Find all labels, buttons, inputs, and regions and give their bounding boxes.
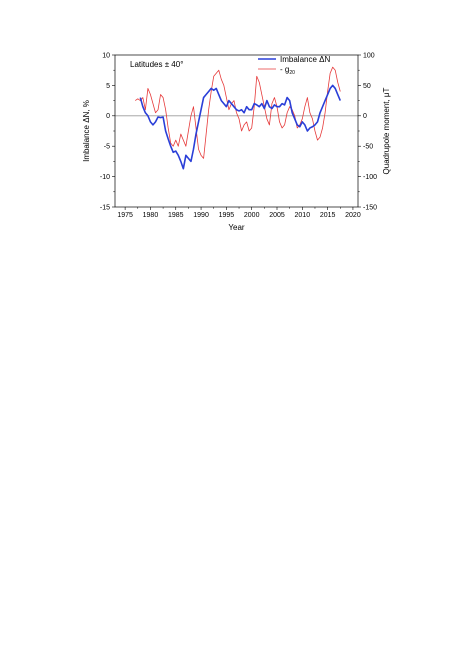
y-left-tick-label: -5 (104, 144, 110, 151)
x-tick-label: 1995 (219, 212, 235, 219)
y-right-tick-label: 0 (363, 113, 367, 120)
x-tick-label: 1980 (143, 212, 159, 219)
legend-label-g20-main: - g (280, 65, 289, 74)
series-layer (135, 66, 342, 170)
ticks-layer: 1975 1980 1985 1990 1995 2000 2005 2010 2015 2020… (100, 52, 377, 219)
y-right-tick-label: -100 (363, 174, 377, 181)
legend-label-g20-sub: 20 (289, 70, 295, 76)
x-axis-title: Year (228, 223, 245, 232)
y-left-tick-label: -10 (100, 174, 110, 181)
y-axis-right-title: Quadrupole moment, μT (382, 87, 391, 174)
x-tick-label: 1990 (193, 212, 209, 219)
y-right-tick-label: -50 (363, 144, 373, 151)
x-tick-label: 2020 (345, 212, 361, 219)
legend-label-g20: - g20 (280, 65, 295, 76)
y-left-tick-label: 10 (102, 52, 110, 59)
legend: Imbalance ΔN - g20 (258, 55, 330, 76)
x-tick-label: 2010 (295, 212, 311, 219)
y-left-tick-label: 0 (106, 113, 110, 120)
x-tick-label: 2005 (269, 212, 285, 219)
y-right-tick-label: 50 (363, 83, 371, 90)
latitude-annotation: Latitudes ± 40° (130, 60, 183, 69)
x-tick-label: 1985 (168, 212, 184, 219)
y-right-tick-label: -150 (363, 204, 377, 211)
series-line-g20 (135, 66, 341, 159)
x-tick-label: 1975 (117, 212, 133, 219)
y-left-tick-label: 5 (106, 83, 110, 90)
legend-label-imbalance: Imbalance ΔN (280, 55, 330, 64)
y-axis-left-title: Imbalance ΔN, % (82, 100, 91, 162)
x-tick-label: 2000 (244, 212, 260, 219)
series-line-imbalance (139, 84, 342, 170)
y-left-tick-label: -15 (100, 204, 110, 211)
y-right-tick-label: 100 (363, 52, 375, 59)
x-tick-label: 2015 (320, 212, 336, 219)
